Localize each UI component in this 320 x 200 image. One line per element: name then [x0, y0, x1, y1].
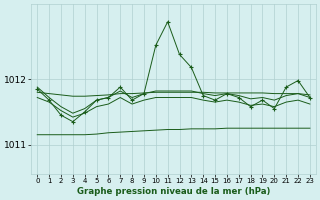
X-axis label: Graphe pression niveau de la mer (hPa): Graphe pression niveau de la mer (hPa) [77, 187, 270, 196]
